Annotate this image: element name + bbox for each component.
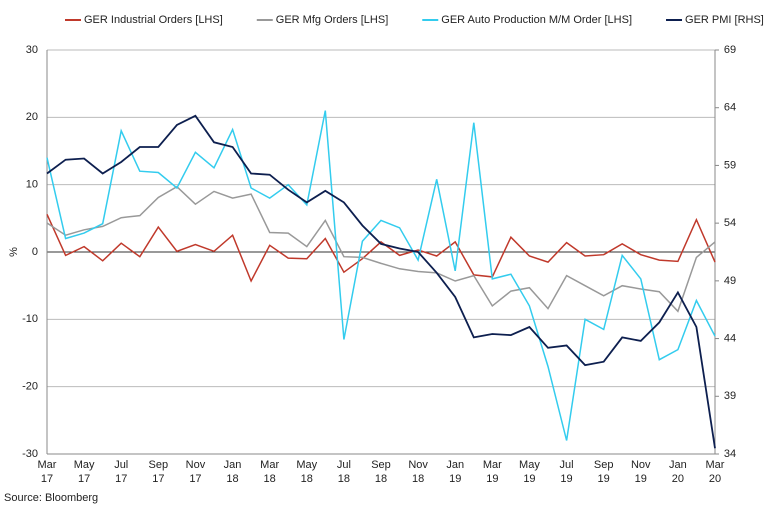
y-axis-label: % [8, 247, 20, 257]
x-tick-label: Jan 18 [223, 459, 242, 485]
x-tick-label: Jul 17 [114, 459, 129, 485]
y2-tick-label: 54 [724, 217, 736, 229]
y2-tick-label: 49 [724, 275, 736, 287]
x-tick-label: Jan 19 [446, 459, 465, 485]
x-tick-label: Sep 17 [148, 459, 169, 485]
x-tick-label: May 19 [519, 459, 540, 485]
x-tick-label: Mar 19 [482, 459, 502, 485]
y-tick-label: 0 [32, 246, 38, 258]
x-tick-label: Sep 18 [371, 459, 391, 485]
y2-tick-label: 64 [724, 102, 736, 114]
x-tick-label: Mar 17 [37, 459, 57, 485]
y-tick-label: 20 [26, 111, 38, 123]
legend-label: GER Auto Production M/M Order [LHS] [441, 14, 632, 26]
series-line [46, 213, 716, 283]
y2-tick-label: 39 [724, 390, 736, 402]
series-line [46, 185, 716, 313]
y2-tick-label: 44 [724, 332, 736, 344]
series-line [46, 114, 716, 449]
x-tick-label: Jul 19 [559, 459, 574, 485]
x-tick-label: Jan 20 [669, 459, 687, 485]
x-tick-label: Jul 18 [336, 459, 351, 485]
x-tick-label: May 18 [296, 459, 318, 485]
y2-tick-label: 34 [724, 448, 736, 460]
series-line [46, 110, 716, 441]
y-tick-label: -10 [22, 313, 38, 325]
y-tick-label: -30 [22, 448, 38, 460]
x-tick-label: Nov 18 [408, 459, 428, 485]
x-tick-label: Nov 19 [630, 459, 651, 485]
legend-label: GER Industrial Orders [LHS] [84, 14, 223, 26]
x-tick-label: Nov 17 [185, 459, 206, 485]
legend-label: GER Mfg Orders [LHS] [276, 14, 388, 26]
x-tick-label: Sep 19 [593, 459, 614, 485]
legend-label: GER PMI [RHS] [685, 14, 764, 26]
x-tick-label: Mar 20 [705, 459, 725, 485]
x-tick-label: May 17 [73, 459, 95, 485]
y-tick-label: 10 [26, 179, 38, 191]
y-tick-label: 30 [26, 44, 38, 56]
y-tick-label: -20 [22, 381, 38, 393]
x-tick-label: Mar 18 [260, 459, 280, 485]
source-note: Source: Bloomberg [4, 492, 98, 504]
y2-tick-label: 69 [724, 44, 736, 56]
y2-tick-label: 59 [724, 159, 736, 171]
